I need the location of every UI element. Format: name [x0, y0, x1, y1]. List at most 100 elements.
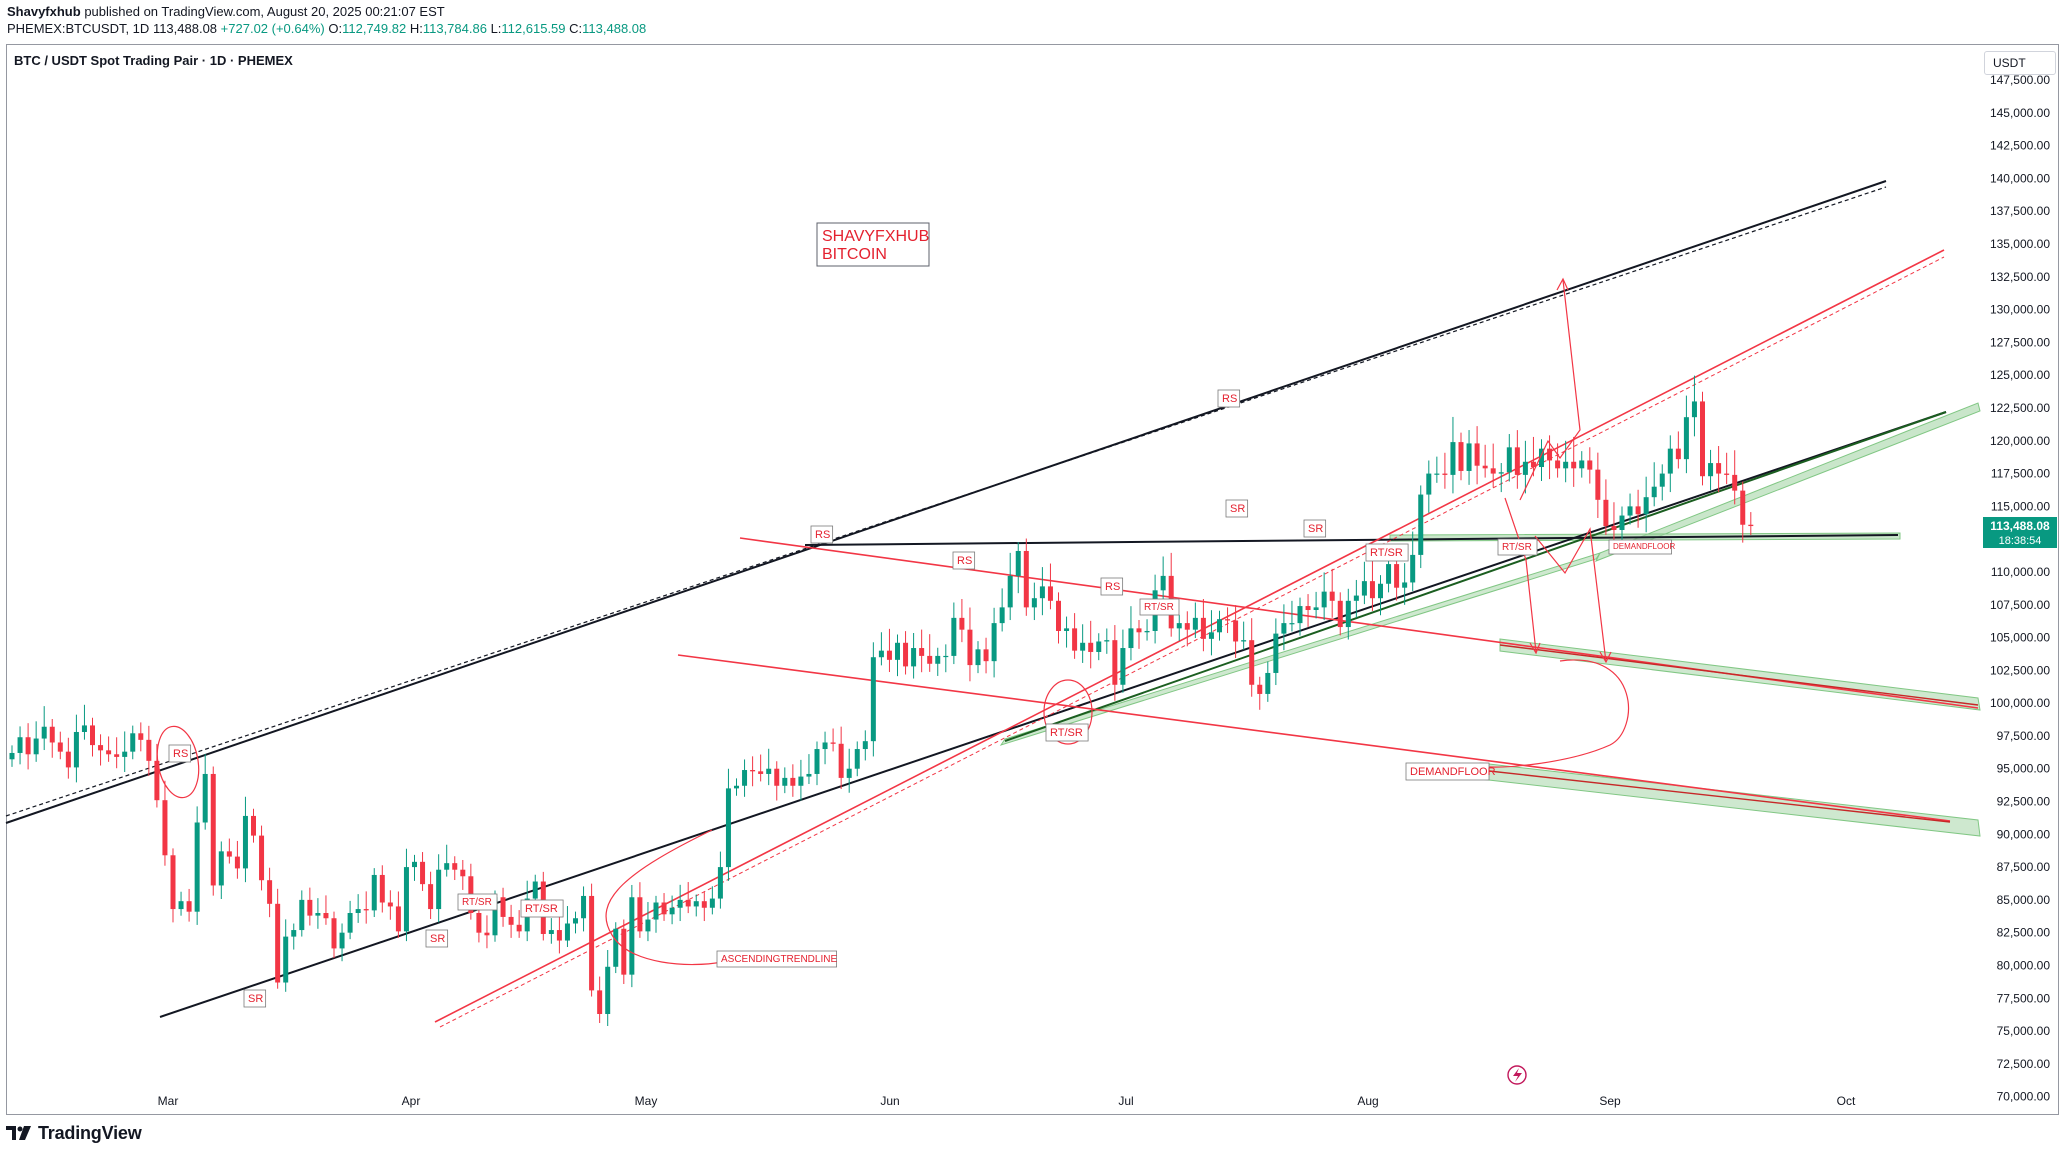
rtsr-label[interactable]: RT/SR	[525, 903, 558, 915]
candle-body	[709, 898, 715, 908]
candle-body	[33, 738, 39, 755]
brand-footer[interactable]: TradingView	[6, 1122, 142, 1144]
price-tag-price: 113,488.08	[1990, 519, 2050, 533]
currency-button[interactable]: USDT	[1984, 51, 2056, 75]
candle-body	[1361, 581, 1367, 596]
price-axis[interactable]: 147,500.00 145,000.00 142,500.00 140,000.00…	[1990, 73, 2050, 1104]
candle-body	[484, 932, 490, 936]
time-axis[interactable]: Mar Apr May Jun Jul Aug Sep Oct	[158, 1094, 1856, 1108]
rtsr-label-box	[1365, 543, 1409, 562]
candle-body	[1579, 460, 1585, 469]
demandfloor-small-label-box	[1608, 539, 1672, 555]
candle-body	[403, 867, 409, 932]
rs-label[interactable]: RS	[1222, 393, 1237, 405]
candle-body	[1530, 461, 1536, 468]
channel-top-black-line[interactable]	[5, 180, 1887, 824]
rs-label[interactable]: RS	[1105, 581, 1120, 593]
watermark-line2[interactable]: BITCOIN	[822, 246, 887, 263]
candle-body	[1394, 564, 1400, 588]
candle-body	[1522, 461, 1528, 475]
ascending-red-dashed[interactable]	[439, 256, 1945, 1028]
ascending-trendline-label[interactable]: ASCENDINGTRENDLINE	[721, 954, 837, 965]
ohlc-line: PHEMEX:BTCUSDT, 1D 113,488.08 +727.02 (+…	[7, 21, 646, 37]
rs-label-box	[1217, 389, 1241, 408]
candle-body	[967, 629, 973, 666]
rs-label[interactable]: RS	[173, 748, 188, 760]
sr-label[interactable]: SR	[248, 993, 263, 1005]
descending-red-line-lower[interactable]	[677, 654, 1951, 822]
channel-bottom-black-line[interactable]	[159, 411, 1947, 1018]
candle-body	[90, 725, 95, 746]
rs-label[interactable]: RS	[957, 555, 972, 567]
sr-label[interactable]: SR	[1308, 523, 1323, 535]
ascending-red-trendline[interactable]	[434, 249, 1945, 1023]
rtsr-label[interactable]: RT/SR	[462, 897, 492, 908]
rs-label-box	[168, 744, 192, 763]
candle-body	[1643, 497, 1649, 515]
rs-label[interactable]: RS	[815, 529, 830, 541]
demandfloor-small-label[interactable]: DEMANDFLOOR	[1613, 542, 1675, 551]
time-axis-tick: Mar	[158, 1094, 179, 1108]
candle-body	[1184, 623, 1190, 630]
candle-body	[629, 897, 635, 975]
candle-body	[1691, 401, 1697, 418]
candle-body	[122, 751, 128, 757]
dark-green-trendline[interactable]	[1004, 411, 1947, 742]
candle-body	[500, 897, 506, 917]
rtsr-label[interactable]: RT/SR	[1144, 602, 1174, 613]
green-zone-upper-right[interactable]	[1594, 402, 1981, 562]
descending-red-line-upper[interactable]	[739, 537, 1979, 709]
candle-body	[73, 731, 79, 768]
price-axis-tick: 70,000.00	[1997, 1090, 2051, 1104]
chart-pane[interactable]	[6, 44, 2059, 1115]
rs-circle-march	[156, 725, 200, 799]
bolt-icon[interactable]	[1507, 1065, 1527, 1085]
candle-body	[581, 895, 587, 919]
candle-body	[1732, 474, 1738, 491]
time-axis-tick: Sep	[1599, 1094, 1621, 1108]
watermark-line1[interactable]: SHAVYFXHUB	[822, 228, 929, 245]
rtsr-label-box	[1045, 723, 1089, 742]
rtsr-label[interactable]: RT/SR	[1370, 547, 1403, 559]
tradingview-logo-icon	[6, 1126, 31, 1140]
author-name[interactable]: Shavyfxhub	[7, 4, 81, 19]
open-value: 112,749.82	[342, 21, 407, 36]
channel-top-dashed-line[interactable]	[5, 186, 1887, 817]
price-axis-tick: 125,000.00	[1990, 368, 2050, 382]
candle-body	[1225, 619, 1231, 621]
sr-label-box	[1225, 499, 1249, 518]
green-zone-mid-left[interactable]	[999, 552, 1602, 746]
arrowhead-up	[1556, 277, 1569, 291]
candle-body	[307, 899, 313, 916]
rtsr-label[interactable]: RT/SR	[1050, 727, 1083, 739]
demandfloor-label[interactable]: DEMANDFLOOR	[1410, 766, 1496, 778]
candle-body	[508, 916, 514, 925]
bolt-icon-glyph	[1513, 1068, 1522, 1082]
time-axis-tick: Jul	[1118, 1094, 1133, 1108]
candle-body	[49, 726, 55, 743]
candle-body	[363, 909, 369, 911]
rtsr-label[interactable]: RT/SR	[1502, 542, 1532, 553]
candle-body	[782, 777, 788, 786]
horizontal-resistance-line[interactable]	[804, 534, 1899, 546]
candle-body	[1506, 447, 1512, 473]
close-value: 113,488.08	[582, 21, 647, 36]
candle-body	[1120, 648, 1126, 685]
candle-body	[1160, 575, 1166, 591]
candle-body	[259, 835, 265, 881]
demand-zone-red-line-upper[interactable]	[1499, 644, 1979, 706]
candle-body	[81, 725, 87, 732]
candle-body	[532, 881, 538, 899]
candle-body	[734, 785, 739, 789]
candle-body	[291, 930, 297, 937]
demand-zone-red-line-lower[interactable]	[1479, 769, 1951, 823]
green-zone-demand-lower[interactable]	[1479, 762, 1981, 837]
price-axis-tick: 77,500.00	[1997, 991, 2051, 1005]
candle-body	[1047, 586, 1053, 601]
candle-body	[1426, 473, 1432, 495]
price-axis-tick: 100,000.00	[1990, 696, 2050, 710]
candle-body	[725, 788, 731, 868]
sr-label[interactable]: SR	[430, 933, 445, 945]
sr-label[interactable]: SR	[1230, 503, 1245, 515]
